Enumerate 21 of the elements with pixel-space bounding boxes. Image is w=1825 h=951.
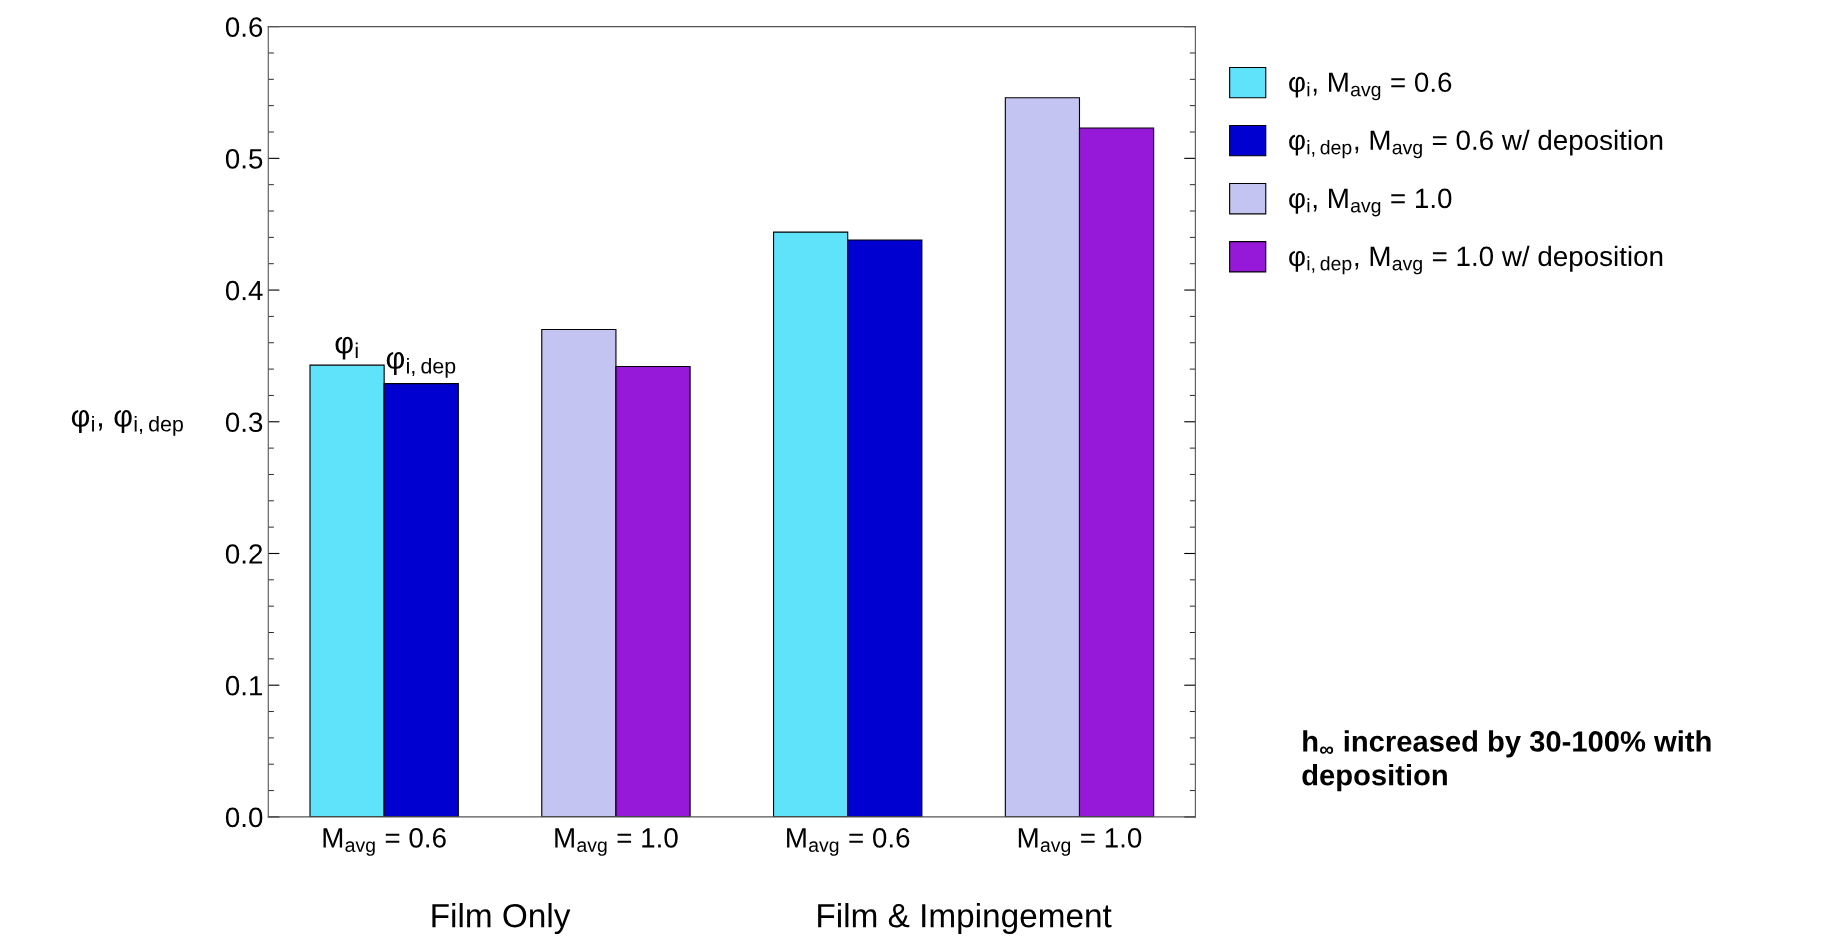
y-tick-label: 0.0 — [225, 807, 263, 828]
y-axis-title: φ$_{i}$, φ$_{i,dep}$ — [71, 410, 183, 436]
annotation: φ$_{i,dep}$ — [386, 352, 456, 378]
text: h$_{∞}$ increased by 30-100% with deposition — [1302, 730, 1711, 792]
legend-label: φ$_{i}$, M$_{avg}$ = 0.6 — [1289, 72, 1452, 101]
legend-label: φ$_{i}$, M$_{avg}$ = 1.0 — [1289, 188, 1452, 217]
y-tick-label: 0.5 — [225, 149, 263, 169]
legend-label: φ$_{i,dep}$, M$_{avg}$ = 1.0 w/ deposition — [1289, 245, 1663, 275]
y-tick-label: 0.2 — [225, 544, 263, 564]
x-tick-label: M$_{avg}$ = 1.0 — [555, 828, 678, 856]
annotation: φ$_{i}$ — [335, 336, 358, 360]
x-tick-label: M$_{avg}$ = 0.6 — [323, 828, 446, 856]
y-tick-label: 0.6 — [225, 17, 263, 37]
y-tick-label: 0.1 — [225, 675, 263, 696]
text: Film Only — [432, 903, 571, 935]
legend-label: φ$_{i,dep}$, M$_{avg}$ = 0.6 w/ deposition — [1289, 129, 1663, 159]
y-tick-label: 0.3 — [225, 412, 263, 433]
text: Film & Impingement — [818, 903, 1112, 935]
x-tick-label: M$_{avg}$ = 0.6 — [787, 828, 910, 856]
y-tick-label: 0.4 — [225, 280, 263, 301]
x-tick-label: M$_{avg}$ = 1.0 — [1018, 828, 1142, 856]
